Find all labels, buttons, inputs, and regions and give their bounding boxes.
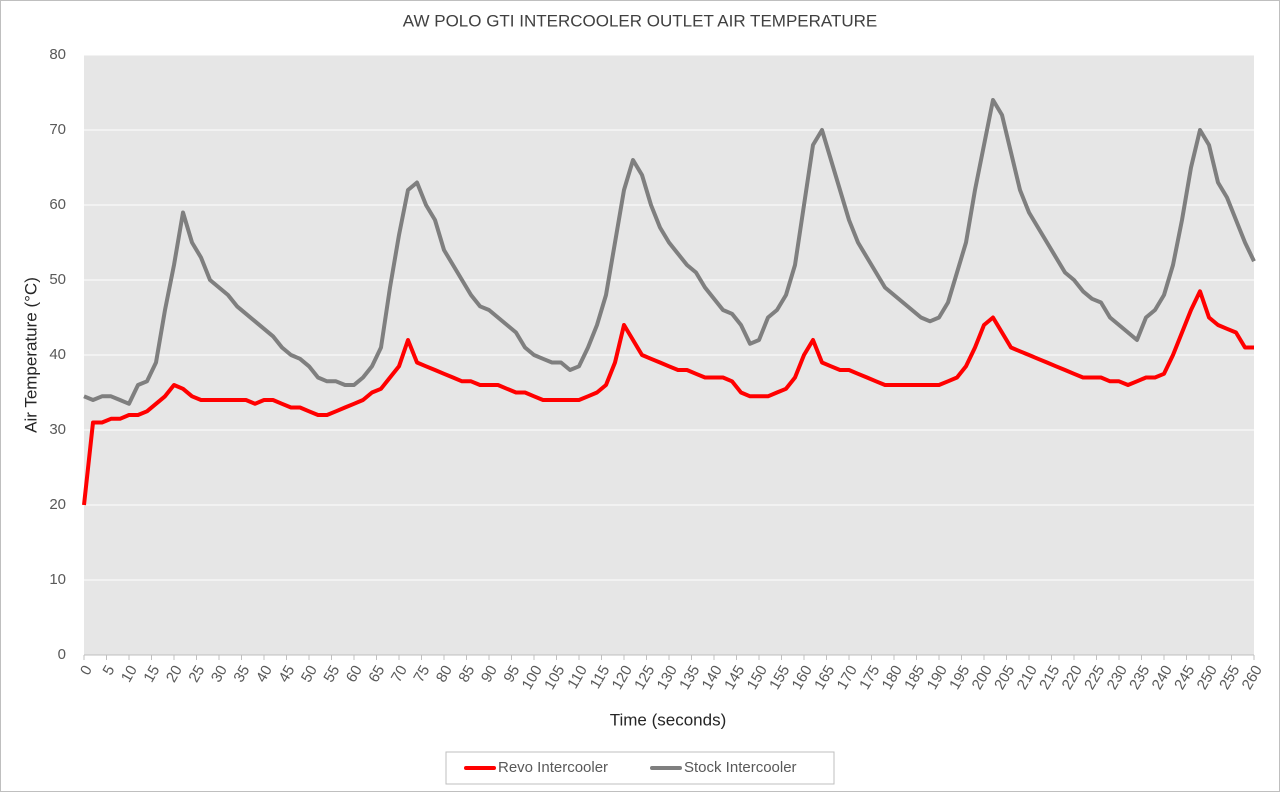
y-tick-label: 50 [49,271,66,288]
x-tick-label: 35 [230,662,253,685]
y-tick-label: 10 [49,571,66,588]
y-tick-label: 0 [58,646,66,663]
x-tick-label: 25 [185,662,208,685]
y-tick-label: 20 [49,496,66,513]
x-tick-label: 80 [433,662,456,685]
legend-label: Revo Intercooler [498,759,608,776]
series-line [83,98,1256,406]
x-tick-label: 40 [253,662,276,685]
x-axis-title: Time (seconds) [610,710,727,729]
y-tick-label: 60 [49,196,66,213]
x-tick-label: 90 [478,662,501,685]
x-tick-label: 10 [118,662,141,685]
x-tick-label: 45 [275,662,298,685]
x-tick-label: 60 [343,662,366,685]
y-tick-label: 70 [49,121,66,138]
x-tick-label: 70 [388,662,411,685]
x-tick-label: 65 [365,662,388,685]
series-line [82,289,1254,506]
x-tick-label: 75 [410,662,433,685]
x-tick-label: 55 [320,662,343,685]
x-tick-label: 20 [163,662,186,685]
x-tick-label: 30 [208,662,231,685]
legend [445,751,835,785]
y-tick-label: 40 [49,346,66,363]
x-tick-label: 85 [455,662,478,685]
y-tick-label: 30 [49,421,66,438]
x-tick-label: 95 [500,662,523,685]
x-tick-label: 15 [140,662,163,685]
chart-title: AW POLO GTI INTERCOOLER OUTLET AIR TEMPE… [403,11,878,30]
legend-label: Stock Intercooler [684,759,797,776]
y-tick-label: 80 [49,46,66,63]
y-axis-title: Air Temperature (°C) [21,277,40,433]
x-tick-label: 50 [298,662,321,685]
